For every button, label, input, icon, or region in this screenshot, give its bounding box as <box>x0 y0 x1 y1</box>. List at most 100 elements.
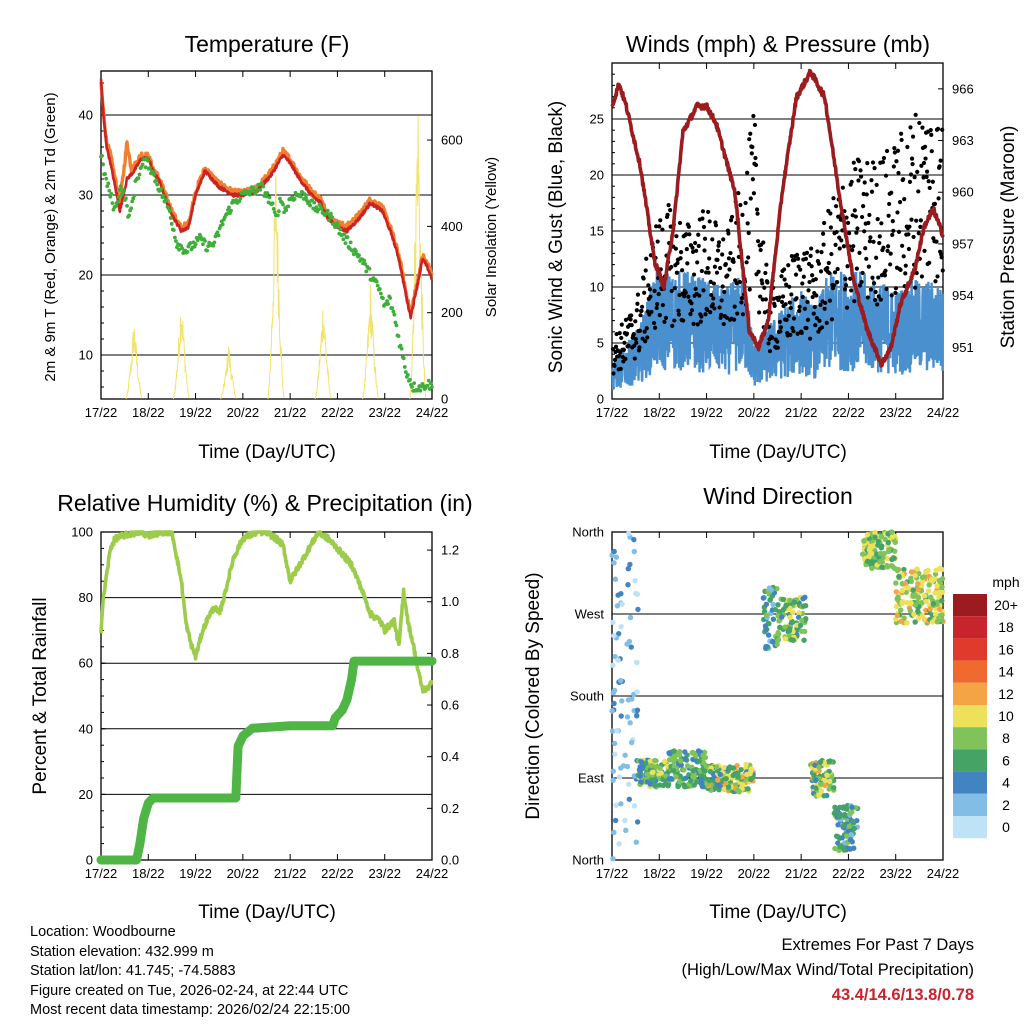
direction-point <box>919 578 926 585</box>
gust-point <box>807 279 812 285</box>
direction-point <box>904 599 910 606</box>
direction-point <box>921 593 928 599</box>
dewpoint-point <box>224 212 229 216</box>
gust-point <box>760 297 765 302</box>
y-tick-label: 5 <box>597 336 604 351</box>
gust-point <box>872 166 877 171</box>
dewpoint-point <box>353 249 358 253</box>
gust-point <box>655 239 660 244</box>
temperature-plot-frame <box>100 70 433 400</box>
gust-point <box>610 347 616 352</box>
direction-point <box>615 657 621 663</box>
direction-point <box>934 583 940 589</box>
direction-point <box>894 596 900 602</box>
dewpoint-point <box>169 221 174 226</box>
direction-point <box>613 554 620 560</box>
direction-point <box>744 771 750 778</box>
gust-point <box>892 150 897 155</box>
gust-point <box>901 177 906 182</box>
gust-point <box>900 243 905 248</box>
gust-point <box>915 169 920 174</box>
direction-point <box>633 839 640 845</box>
direction-point <box>673 774 679 780</box>
direction-point <box>776 608 782 615</box>
gust-point <box>919 274 925 279</box>
direction-point <box>794 626 801 633</box>
gust-point <box>623 356 628 361</box>
solar-insolation-spike <box>409 115 427 400</box>
legend-swatch <box>953 594 987 617</box>
y2-tick-label: 1.2 <box>441 543 459 558</box>
direction-point <box>910 587 917 593</box>
x-tick-label: 23/22 <box>368 866 401 881</box>
gust-point <box>633 319 638 324</box>
gust-point <box>696 243 701 249</box>
gust-point <box>781 267 787 272</box>
gust-point <box>906 232 911 237</box>
gust-point <box>895 148 901 153</box>
direction-point <box>899 587 906 594</box>
gust-point <box>709 292 714 298</box>
gust-point <box>787 300 792 305</box>
gust-point <box>863 246 868 251</box>
gust-point <box>668 208 673 213</box>
gust-point <box>778 329 783 334</box>
y2-tick-label: 963 <box>952 133 974 148</box>
gust-point <box>922 144 928 149</box>
x-tick-label: 21/22 <box>785 405 818 420</box>
y2-tick-label: 966 <box>952 81 974 96</box>
dewpoint-point <box>130 199 135 204</box>
gust-point <box>672 318 677 323</box>
gust-point <box>864 192 869 197</box>
x-tick-label: 18/22 <box>643 866 676 881</box>
gust-point <box>879 221 884 226</box>
gust-point <box>681 318 686 323</box>
gust-point <box>844 215 849 220</box>
y-tick-label: 10 <box>590 280 604 295</box>
x-tick-label: 21/22 <box>274 866 307 881</box>
gust-point <box>831 196 836 201</box>
gust-point <box>918 224 923 229</box>
gust-point <box>635 292 641 297</box>
gust-point <box>617 331 622 336</box>
direction-xlabel: Time (Day/UTC) <box>709 902 847 923</box>
gust-point <box>672 286 677 291</box>
gust-point <box>918 218 923 223</box>
gust-point <box>750 177 755 182</box>
gust-point <box>735 311 740 316</box>
legend-label: 0 <box>1002 819 1010 835</box>
gust-point <box>911 234 916 240</box>
gust-point <box>740 312 746 317</box>
direction-point <box>817 759 824 765</box>
legend-swatch <box>953 682 987 705</box>
gust-point <box>618 366 623 371</box>
gust-point <box>835 266 840 272</box>
gust-point <box>713 223 719 228</box>
gust-point <box>719 298 724 303</box>
dewpoint-point <box>103 172 108 176</box>
legend-label: 6 <box>1002 752 1010 768</box>
figure-created: Figure created on Tue, 2026-02-24, at 22… <box>30 982 349 999</box>
direction-point <box>889 534 896 540</box>
gust-point <box>825 265 830 271</box>
gust-point <box>810 273 815 278</box>
direction-point <box>619 601 625 607</box>
legend-swatch <box>953 816 987 839</box>
gust-point <box>632 343 637 348</box>
gust-point <box>706 209 711 215</box>
gust-point <box>631 331 636 337</box>
gust-point <box>846 231 852 236</box>
y-tick-label: North <box>572 525 604 540</box>
gust-point <box>775 339 780 344</box>
gust-point <box>748 131 753 136</box>
gust-point <box>632 356 637 361</box>
gust-point <box>888 262 893 267</box>
gust-point <box>791 329 796 334</box>
dewpoint-point <box>117 187 122 192</box>
gust-point <box>784 317 789 322</box>
gust-point <box>877 234 882 239</box>
direction-point <box>614 727 620 734</box>
gust-point <box>669 288 674 294</box>
gust-point <box>765 280 770 285</box>
gust-point <box>793 272 799 277</box>
